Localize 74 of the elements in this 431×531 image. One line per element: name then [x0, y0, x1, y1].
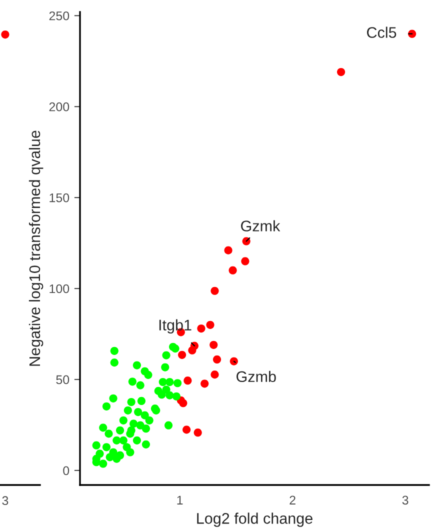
point — [161, 363, 170, 372]
point — [145, 416, 154, 424]
y-tick-label: 200 — [49, 102, 70, 112]
point — [132, 436, 141, 444]
x-tick-label: 3 — [402, 496, 408, 505]
y-axis-title: Negative log10 transformed qvalue — [28, 130, 44, 366]
point — [171, 344, 180, 353]
point — [210, 340, 218, 349]
y-tick-label: 150 — [50, 193, 70, 202]
point — [242, 237, 250, 246]
point — [178, 350, 186, 359]
point — [119, 416, 128, 424]
point — [112, 454, 121, 463]
point — [106, 453, 114, 462]
point — [124, 406, 132, 414]
point — [164, 421, 173, 430]
point — [144, 370, 152, 379]
point — [179, 399, 188, 408]
y-tick-label: 0 — [63, 466, 70, 476]
point — [228, 266, 237, 274]
point — [336, 68, 346, 76]
point — [102, 402, 111, 410]
point — [162, 351, 170, 360]
annotation: Gzmk — [241, 220, 280, 232]
y-tick-label: 250 — [49, 11, 70, 20]
point — [166, 378, 174, 386]
annotation: Itgb1 — [159, 319, 192, 334]
x-axis-title: Log2 fold change — [197, 512, 312, 527]
y-tick-label: 100 — [50, 284, 70, 294]
point — [127, 398, 136, 406]
point — [132, 361, 141, 370]
point — [137, 396, 146, 405]
point — [172, 392, 180, 400]
point — [197, 324, 206, 333]
point — [210, 286, 219, 295]
point — [92, 441, 100, 450]
point — [119, 436, 128, 444]
point — [134, 408, 142, 416]
point — [206, 320, 214, 329]
point — [136, 421, 144, 430]
point — [99, 424, 108, 432]
point — [194, 428, 202, 437]
point — [99, 460, 108, 468]
point — [166, 391, 174, 400]
point — [136, 381, 144, 390]
x-tick-label: 1 — [177, 496, 183, 504]
y-tick-label: 50 — [56, 375, 70, 384]
annotation: Ccl5 — [367, 26, 396, 38]
point — [110, 358, 118, 367]
point — [173, 379, 182, 388]
point — [158, 390, 166, 399]
point — [127, 426, 136, 434]
annotation: Gzmb — [236, 370, 276, 382]
point — [110, 346, 118, 355]
point — [200, 380, 209, 388]
point — [158, 378, 167, 386]
point — [184, 376, 192, 385]
point — [109, 394, 118, 402]
point — [224, 246, 232, 254]
point — [241, 257, 250, 266]
point — [142, 440, 150, 448]
point — [128, 378, 136, 386]
point — [188, 346, 196, 354]
point — [102, 443, 111, 452]
point — [116, 426, 124, 434]
point — [230, 357, 238, 366]
point — [212, 355, 222, 364]
point — [210, 370, 219, 379]
point — [104, 430, 113, 438]
point — [182, 426, 191, 434]
x-tick-label: 2 — [290, 496, 296, 504]
point — [126, 448, 134, 456]
point — [112, 436, 121, 444]
point — [408, 30, 416, 38]
